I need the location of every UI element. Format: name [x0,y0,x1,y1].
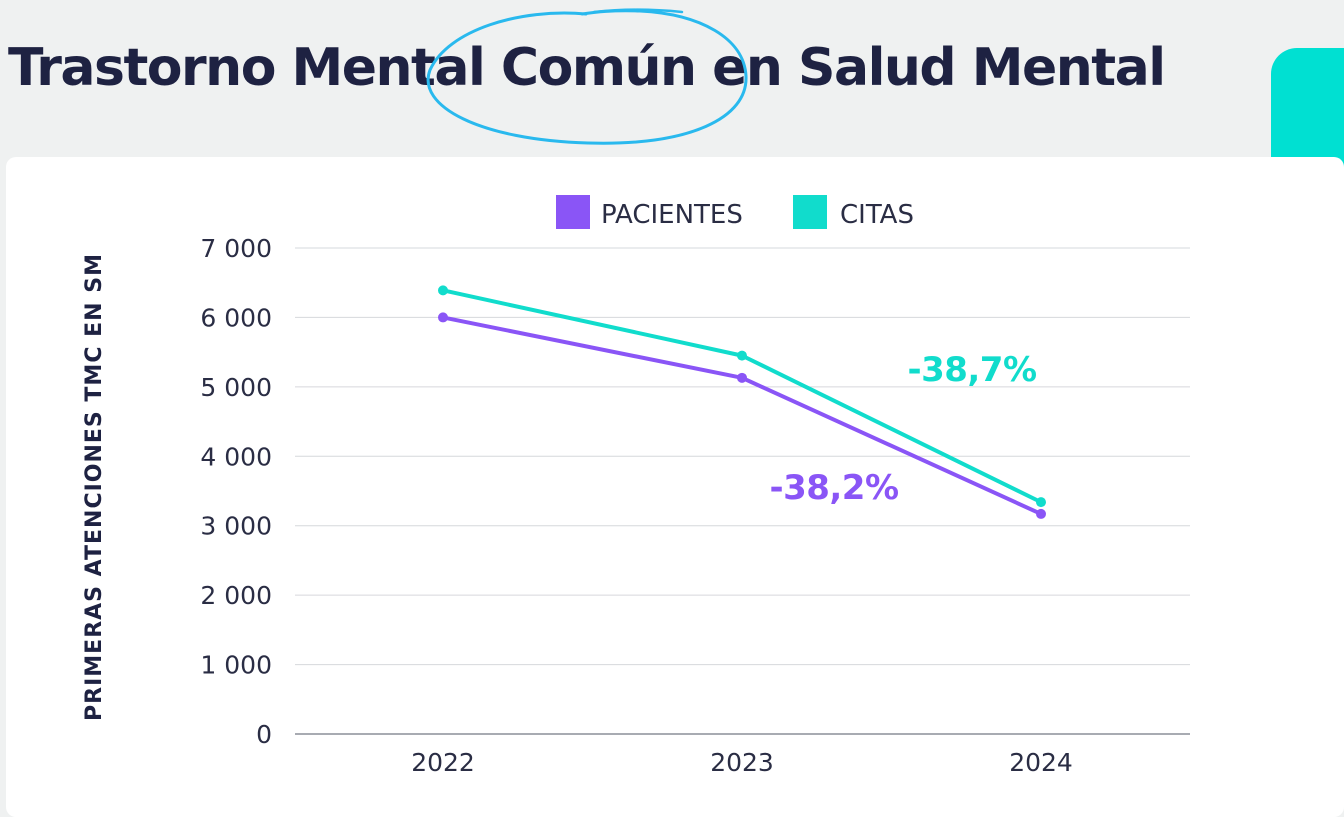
series-line-pacientes [441,315,1043,516]
y-axis-label: PRIMERAS ATENCIONES TMC EN SM [82,253,107,721]
data-point-pacientes [737,372,747,383]
data-point-citas [438,285,448,296]
series-line-citas [441,288,1043,505]
x-tick-label: 2023 [710,748,774,777]
y-tick-label: 7 000 [200,234,272,263]
y-tick-label: 3 000 [200,512,272,541]
chart-card [6,157,1344,817]
data-point-pacientes [438,312,448,323]
legend-label-citas: CITAS [840,200,914,230]
y-tick-label: 2 000 [200,581,272,610]
y-tick-label: 1 000 [200,651,272,680]
legend: PACIENTES CITAS [556,195,914,230]
annotation-pacientes-change: -38,2% [769,468,898,508]
y-tick-label: 6 000 [200,303,272,332]
x-tick-label: 2022 [411,748,475,777]
line-chart: 0 1 000 2 000 3 000 4 000 5 000 6 000 7 000 202… [82,195,1190,777]
accent-corner-block [1271,48,1344,178]
data-point-pacientes [1036,508,1046,519]
x-tick-label: 2024 [1009,748,1073,777]
annotation-citas-change: -38,7% [907,350,1036,390]
y-tick-label: 4 000 [200,442,272,471]
legend-swatch-citas [793,195,827,229]
legend-label-pacientes: PACIENTES [601,200,743,230]
legend-swatch-pacientes [556,195,590,229]
y-tick-label: 0 [256,720,272,749]
data-point-citas [1036,497,1046,508]
y-tick-label: 5 000 [200,373,272,402]
data-point-citas [737,350,747,361]
